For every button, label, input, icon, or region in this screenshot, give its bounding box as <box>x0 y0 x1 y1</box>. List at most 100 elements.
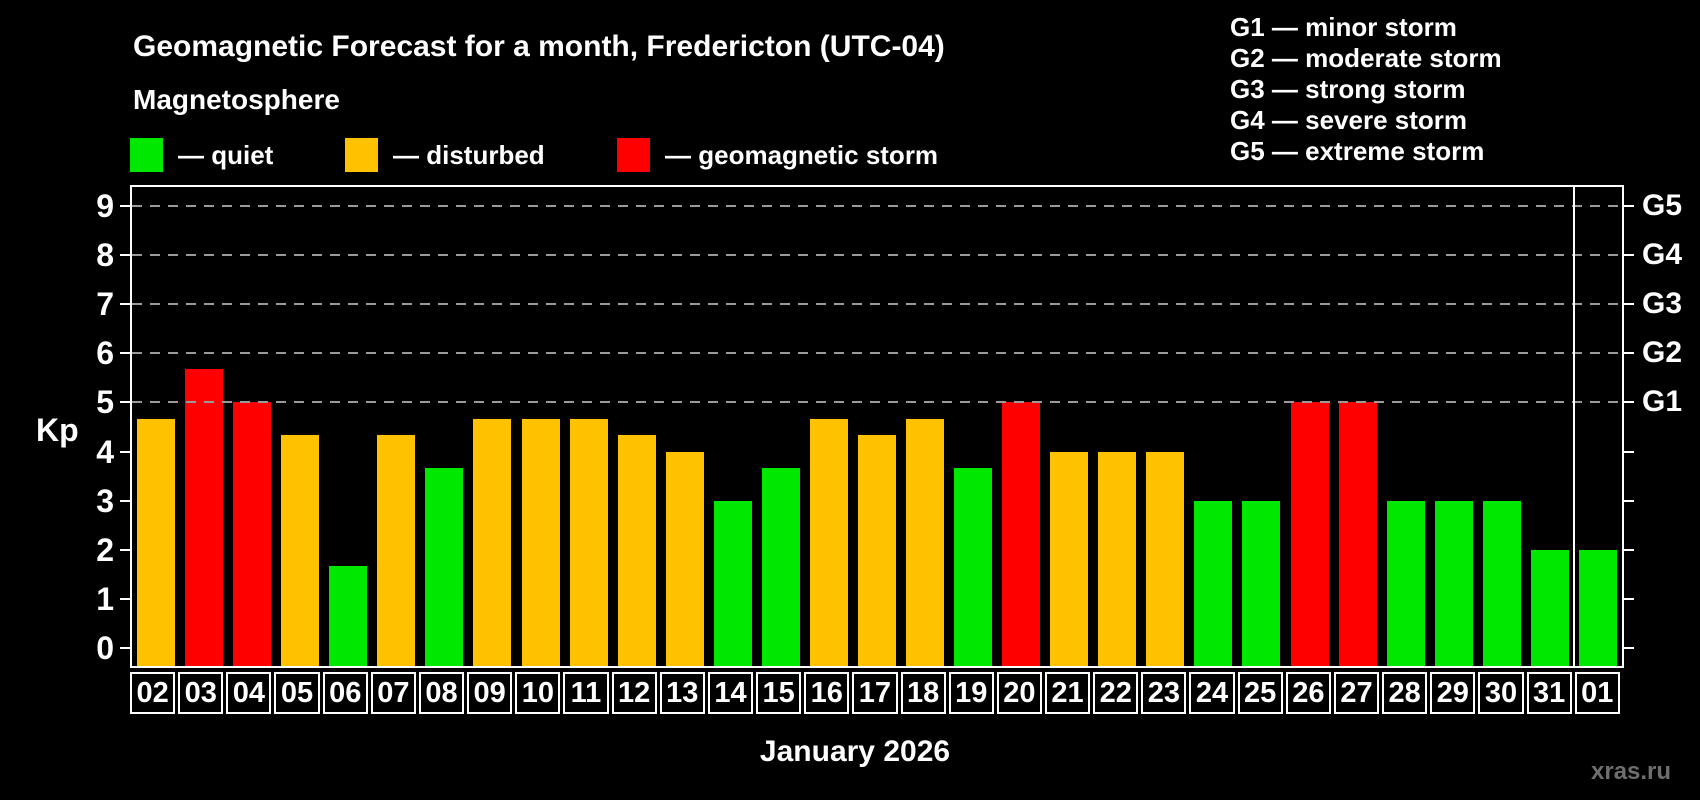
y-tick-left-0 <box>120 647 130 650</box>
kp-bar-day-17 <box>857 435 896 666</box>
bar-column-day-25 <box>1237 187 1285 666</box>
bar-column-day-12 <box>613 187 661 666</box>
y-tick-label-5: 5 <box>96 384 114 421</box>
legend-label-quiet: — quiet <box>178 139 274 170</box>
gridline-kp5 <box>132 401 1622 404</box>
kp-bar-day-01 <box>1578 549 1617 666</box>
y-tick-right-8 <box>1624 253 1634 256</box>
kp-bar-day-24 <box>1194 500 1233 666</box>
legend-label-storm: — geomagnetic storm <box>665 139 939 170</box>
legend-item-quiet: — quiet <box>130 138 273 172</box>
day-label-01: 01 <box>1574 672 1620 714</box>
kp-bar-day-11 <box>569 418 608 666</box>
day-label-30: 30 <box>1478 672 1524 714</box>
day-label-29: 29 <box>1430 672 1476 714</box>
kp-bar-day-30 <box>1482 500 1521 666</box>
bar-column-day-20 <box>997 187 1045 666</box>
day-label-24: 24 <box>1189 672 1235 714</box>
y-tick-left-2 <box>120 548 130 551</box>
day-label-20: 20 <box>996 672 1042 714</box>
kp-bar-day-06 <box>329 566 368 666</box>
gridline-kp6 <box>132 352 1622 355</box>
kp-bar-day-28 <box>1386 500 1425 666</box>
day-label-03: 03 <box>178 672 224 714</box>
y-tick-left-6 <box>120 352 130 355</box>
kp-bar-day-29 <box>1434 500 1473 666</box>
y-tick-right-0 <box>1624 647 1634 650</box>
storm-scale-legend: G1 — minor storm G2 — moderate storm G3 — … <box>1230 12 1502 167</box>
bar-column-day-17 <box>853 187 901 666</box>
kp-bar-day-09 <box>473 418 512 666</box>
day-label-19: 19 <box>948 672 994 714</box>
y-tick-left-5 <box>120 401 130 404</box>
right-axis-label-G1: G1 <box>1642 385 1683 419</box>
kp-bar-day-12 <box>617 435 656 666</box>
day-label-04: 04 <box>226 672 272 714</box>
bar-column-day-02 <box>132 187 180 666</box>
bars-container <box>132 187 1622 666</box>
right-axis-label-G4: G4 <box>1642 237 1683 271</box>
y-tick-label-8: 8 <box>96 236 114 273</box>
page-title: Geomagnetic Forecast for a month, Freder… <box>133 30 945 63</box>
bar-column-day-05 <box>276 187 324 666</box>
bar-column-day-10 <box>517 187 565 666</box>
kp-bar-day-20 <box>1002 402 1041 666</box>
right-axis-label-G3: G3 <box>1642 287 1683 321</box>
day-label-09: 09 <box>467 672 513 714</box>
bar-column-day-09 <box>468 187 516 666</box>
kp-bar-day-07 <box>377 435 416 666</box>
day-label-07: 07 <box>370 672 416 714</box>
gridline-kp9 <box>132 204 1622 207</box>
bar-column-day-15 <box>757 187 805 666</box>
y-tick-label-9: 9 <box>96 187 114 224</box>
day-label-28: 28 <box>1382 672 1428 714</box>
bar-column-day-16 <box>805 187 853 666</box>
x-axis-day-labels: 02 03 04 05 06 07 08 09 10 11 12 13 14 15 16 17 18 19 20 21… <box>130 672 1620 714</box>
day-label-14: 14 <box>707 672 754 714</box>
day-label-02: 02 <box>130 672 176 714</box>
y-tick-left-4 <box>120 450 130 453</box>
y-tick-right-4 <box>1624 450 1634 453</box>
y-tick-label-3: 3 <box>96 482 114 519</box>
y-tick-label-7: 7 <box>96 286 114 323</box>
kp-bar-day-02 <box>137 418 176 666</box>
month-separator-line <box>1572 187 1575 666</box>
y-tick-right-6 <box>1624 352 1634 355</box>
storm-scale-line-g1: G1 — minor storm <box>1230 12 1457 42</box>
bar-column-day-18 <box>901 187 949 666</box>
day-label-06: 06 <box>322 672 368 714</box>
bar-column-day-31 <box>1526 187 1574 666</box>
y-tick-right-1 <box>1624 598 1634 601</box>
kp-bar-day-15 <box>761 467 800 666</box>
kp-bar-day-27 <box>1338 402 1377 666</box>
storm-scale-line-g2: G2 — moderate storm <box>1230 43 1502 73</box>
right-axis-label-G5: G5 <box>1642 188 1683 222</box>
plot-area: 0 1 2 3 4 5 6 7 8 9 G1 G2 G3 G4 G5 <box>96 185 1682 668</box>
legend-item-storm: — geomagnetic storm <box>617 138 938 172</box>
y-tick-left-7 <box>120 303 130 306</box>
kp-bar-day-04 <box>233 402 272 666</box>
day-label-26: 26 <box>1285 672 1331 714</box>
gridline-kp7 <box>132 303 1622 306</box>
kp-bar-day-25 <box>1242 500 1281 666</box>
day-label-25: 25 <box>1237 672 1283 714</box>
kp-bar-day-26 <box>1290 402 1329 666</box>
y-tick-right-3 <box>1624 499 1634 502</box>
legend-label-disturbed: — disturbed <box>393 139 545 170</box>
bar-column-day-03 <box>180 187 228 666</box>
y-tick-label-1: 1 <box>96 581 114 618</box>
x-axis-title: January 2026 <box>759 735 951 768</box>
kp-bar-day-18 <box>906 418 945 666</box>
storm-scale-line-g3: G3 — strong storm <box>1230 74 1466 104</box>
day-label-15: 15 <box>756 672 802 714</box>
bar-column-day-21 <box>1045 187 1093 666</box>
bar-column-day-06 <box>324 187 372 666</box>
y-tick-right-7 <box>1624 303 1634 306</box>
bar-column-day-23 <box>1141 187 1189 666</box>
bar-column-day-14 <box>709 187 757 666</box>
bar-column-day-07 <box>372 187 420 666</box>
day-label-13: 13 <box>659 672 705 714</box>
storm-scale-line-g4: G4 — severe storm <box>1230 105 1468 135</box>
storm-scale-line-g5: G5 — extreme storm <box>1230 136 1485 166</box>
